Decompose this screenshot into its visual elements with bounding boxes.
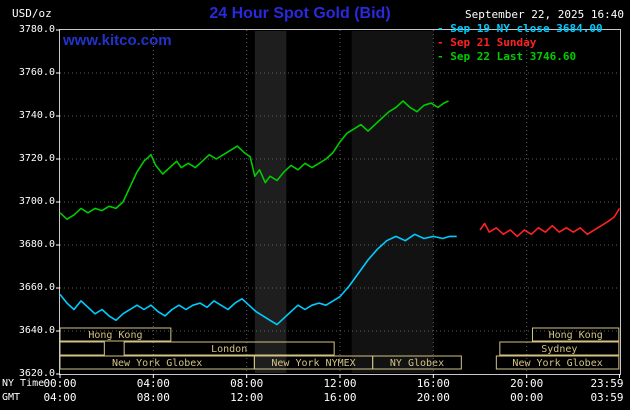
shaded-band [254,31,287,373]
session-label: London [211,344,247,355]
session-label: New York Globex [512,358,602,369]
x-axis-label-nytime: 04:00 [136,377,170,390]
series-line-sep-22-last [59,100,449,220]
session-box [495,355,620,370]
session-box [123,341,335,356]
x-axis-label-gmt: 20:00 [416,391,450,404]
y-axis-label: 3720.0 [18,153,55,164]
series-line-sep-21-sunday [479,207,621,238]
session-label: New York Globex [112,358,202,369]
y-axis-label: 3680.0 [18,239,55,250]
y-axis-label: 3660.0 [18,282,55,293]
x-axis-label-gmt: 00:00 [510,391,544,404]
kitco-site-link[interactable]: www.kitco.com [63,32,172,49]
legend-item-sep21: - Sep 21 Sunday [437,36,537,49]
series-line-sep-19-ny-close [59,233,457,326]
x-axis-row-label-gmt: GMT [2,392,21,403]
y-axis-label: 3620.0 [18,368,55,379]
y-axis-label: 3780.0 [18,24,55,35]
x-axis-label-gmt: 03:59 [590,391,624,404]
session-label: Hong Kong [549,330,603,341]
x-axis-label-nytime: 16:00 [416,377,450,390]
x-axis-label-nytime: 12:00 [323,377,357,390]
x-axis-label-gmt: 12:00 [230,391,264,404]
x-axis-label-nytime: 00:00 [43,377,77,390]
session-label: NY Globex [390,358,444,369]
x-axis-label-gmt: 16:00 [323,391,357,404]
session-box [59,341,105,356]
session-box [372,355,462,370]
session-box [499,341,620,356]
x-axis-label-gmt: 04:00 [43,391,77,404]
x-axis-row-label-nytime: NY Time [2,378,45,389]
chart-datetime: September 22, 2025 16:40 [465,8,624,21]
x-axis-label-nytime: 23:59 [590,377,624,390]
x-axis-label-gmt: 08:00 [136,391,170,404]
legend-item-sep19: - Sep 19 NY close 3684.00 [437,22,603,35]
session-label: Hong Kong [88,330,142,341]
y-axis-label: 3760.0 [18,67,55,78]
session-label: Sydney [541,344,577,355]
y-axis-label: 3640.0 [18,325,55,336]
y-axis-label: 3700.0 [18,196,55,207]
x-axis-label-nytime: 08:00 [230,377,264,390]
y-axis-unit-label: USD/oz [12,7,52,20]
session-box [532,327,620,342]
page-title: 24 Hour Spot Gold (Bid) [209,5,391,22]
y-axis-label: 3740.0 [18,110,55,121]
x-axis-label-nytime: 20:00 [510,377,544,390]
session-label: New York NYMEX [271,358,355,369]
legend-item-sep22: - Sep 22 Last 3746.60 [437,50,577,63]
